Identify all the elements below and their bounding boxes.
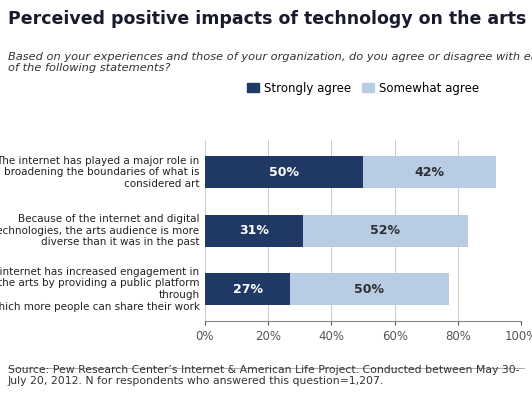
Text: 50%: 50% [269, 166, 299, 179]
Legend: Strongly agree, Somewhat agree: Strongly agree, Somewhat agree [242, 77, 484, 100]
Text: 52%: 52% [370, 224, 400, 237]
Text: 31%: 31% [239, 224, 269, 237]
Text: Based on your experiences and those of your organization, do you agree or disagr: Based on your experiences and those of y… [8, 52, 532, 73]
Bar [205, 156, 363, 188]
Bar [205, 215, 303, 247]
Text: Because of the internet and digital
technologies, the arts audience is more
dive: Because of the internet and digital tech… [0, 214, 200, 247]
Text: 27%: 27% [232, 283, 263, 296]
Text: 42%: 42% [414, 166, 445, 179]
Bar [303, 215, 468, 247]
Bar [290, 273, 448, 305]
Bar [205, 273, 290, 305]
Text: The internet has increased engagement in
the arts by providing a public platform: The internet has increased engagement in… [0, 267, 200, 311]
Text: Source: Pew Research Center’s Internet & American Life Project. Conducted betwee: Source: Pew Research Center’s Internet &… [8, 365, 520, 386]
Text: 50%: 50% [354, 283, 385, 296]
Text: The internet has played a major role in
broadening the boundaries of what is
con: The internet has played a major role in … [0, 156, 200, 189]
Text: Perceived positive impacts of technology on the arts: Perceived positive impacts of technology… [8, 10, 526, 28]
Bar [363, 156, 496, 188]
